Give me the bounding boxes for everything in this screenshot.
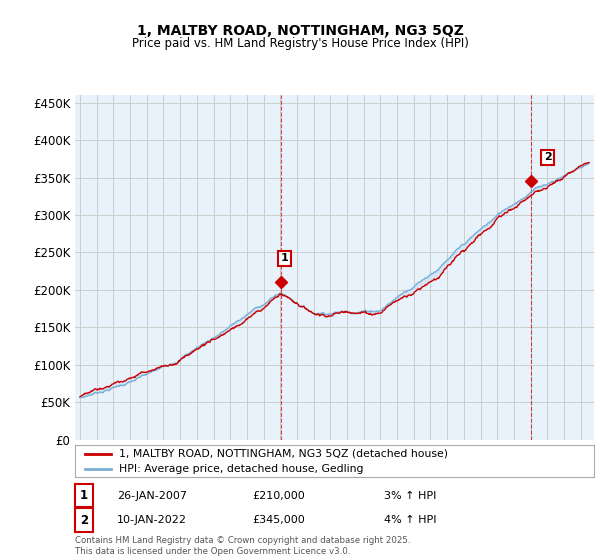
Text: 1, MALTBY ROAD, NOTTINGHAM, NG3 5QZ: 1, MALTBY ROAD, NOTTINGHAM, NG3 5QZ bbox=[137, 25, 463, 38]
Text: 4% ↑ HPI: 4% ↑ HPI bbox=[384, 515, 437, 525]
Text: Price paid vs. HM Land Registry's House Price Index (HPI): Price paid vs. HM Land Registry's House … bbox=[131, 36, 469, 50]
Text: £345,000: £345,000 bbox=[252, 515, 305, 525]
Text: 2: 2 bbox=[544, 152, 551, 162]
Text: 1: 1 bbox=[80, 489, 88, 502]
Text: 10-JAN-2022: 10-JAN-2022 bbox=[117, 515, 187, 525]
Text: 2: 2 bbox=[80, 514, 88, 527]
Text: HPI: Average price, detached house, Gedling: HPI: Average price, detached house, Gedl… bbox=[119, 464, 364, 474]
Text: 1: 1 bbox=[281, 254, 289, 263]
Text: 3% ↑ HPI: 3% ↑ HPI bbox=[384, 491, 436, 501]
Text: 1, MALTBY ROAD, NOTTINGHAM, NG3 5QZ (detached house): 1, MALTBY ROAD, NOTTINGHAM, NG3 5QZ (det… bbox=[119, 449, 448, 459]
Text: Contains HM Land Registry data © Crown copyright and database right 2025.
This d: Contains HM Land Registry data © Crown c… bbox=[75, 536, 410, 556]
Text: 26-JAN-2007: 26-JAN-2007 bbox=[117, 491, 187, 501]
Text: £210,000: £210,000 bbox=[252, 491, 305, 501]
